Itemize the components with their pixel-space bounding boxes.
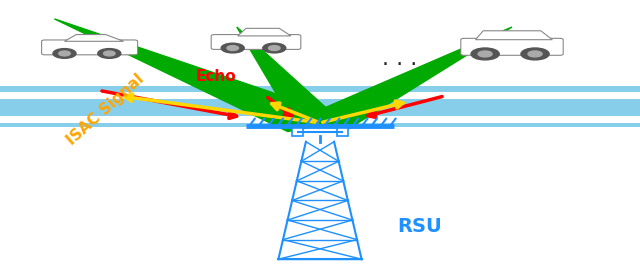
Circle shape (528, 51, 542, 57)
Text: ISAC Signal: ISAC Signal (64, 71, 147, 148)
FancyBboxPatch shape (461, 38, 563, 55)
FancyBboxPatch shape (211, 35, 301, 49)
Circle shape (478, 51, 492, 57)
Circle shape (104, 51, 115, 56)
Bar (337, 128, 348, 136)
Bar (0, 86, 640, 127)
Polygon shape (65, 35, 124, 41)
Polygon shape (54, 19, 352, 131)
Polygon shape (292, 27, 512, 130)
Text: . . .: . . . (382, 49, 418, 69)
Text: Echo: Echo (195, 69, 236, 85)
Circle shape (59, 51, 70, 56)
Circle shape (98, 49, 121, 58)
Circle shape (521, 48, 549, 60)
Bar (0, 116, 640, 123)
Circle shape (269, 46, 280, 50)
Circle shape (53, 49, 76, 58)
FancyBboxPatch shape (42, 40, 138, 55)
Circle shape (221, 43, 244, 53)
Circle shape (471, 48, 499, 60)
Circle shape (263, 43, 286, 53)
Text: RSU: RSU (397, 217, 442, 236)
Polygon shape (237, 28, 291, 36)
Polygon shape (476, 31, 552, 40)
Bar (0, 92, 640, 99)
Circle shape (227, 46, 239, 50)
Bar (292, 128, 303, 136)
Polygon shape (237, 27, 344, 127)
